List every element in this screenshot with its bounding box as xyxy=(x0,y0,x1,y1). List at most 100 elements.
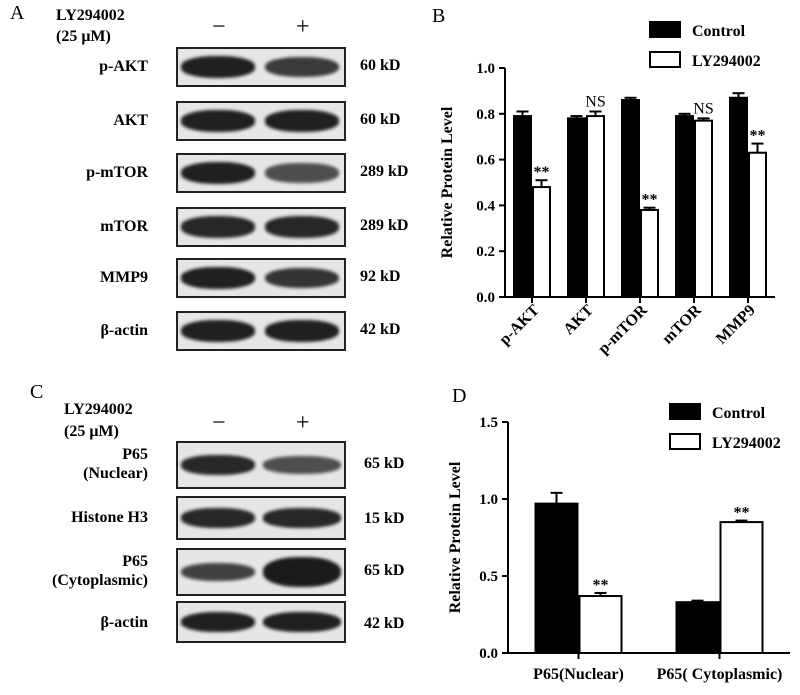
blot-label: p-AKT xyxy=(99,58,148,75)
band-control xyxy=(181,216,255,238)
bar-treated xyxy=(640,208,659,298)
significance-label: ** xyxy=(534,164,550,181)
panel-c-minus-sign: − xyxy=(212,410,226,436)
blot-strip xyxy=(176,47,346,87)
y-tick-label: 0.6 xyxy=(476,153,495,169)
blot-label: MMP9 xyxy=(100,269,148,286)
legend-label: Control xyxy=(712,405,766,422)
legend-swatch xyxy=(649,21,681,38)
y-tick-label: 0.0 xyxy=(476,290,495,306)
bar-control xyxy=(675,601,720,654)
bar-treated xyxy=(748,151,767,298)
molecular-weight: 42 kD xyxy=(360,321,401,338)
band-control xyxy=(181,267,255,289)
bar-control xyxy=(675,115,694,298)
band-control xyxy=(181,562,255,582)
blot-strip xyxy=(176,441,346,489)
significance-label: ** xyxy=(734,505,750,522)
blot-strip xyxy=(176,548,346,596)
y-tick-label: 1.0 xyxy=(479,492,498,508)
blot-strip xyxy=(176,311,346,351)
bar-treated xyxy=(719,521,764,654)
band-control xyxy=(181,508,255,528)
bar-control xyxy=(534,502,579,655)
band-control xyxy=(181,56,255,78)
molecular-weight: 92 kD xyxy=(360,268,401,285)
blot-label: AKT xyxy=(113,112,148,129)
y-tick-label: 0.2 xyxy=(476,244,495,260)
band-treated xyxy=(263,612,341,632)
blot-label: Histone H3 xyxy=(71,509,148,526)
x-category-label: AKT xyxy=(560,302,597,339)
band-treated xyxy=(263,508,341,528)
x-category-label: mTOR xyxy=(659,301,705,347)
panel-c-plus-sign: + xyxy=(296,410,310,436)
blot-label-sub: (Nuclear) xyxy=(83,465,148,482)
y-tick-label: 1.5 xyxy=(479,415,498,431)
molecular-weight: 60 kD xyxy=(360,111,401,128)
x-category-label: P65( Cytoplasmic) xyxy=(657,666,783,683)
panel-letter-d: D xyxy=(452,385,467,407)
band-control xyxy=(181,455,255,475)
y-axis-label: Relative Protein Level xyxy=(447,461,464,613)
y-tick-label: 0.5 xyxy=(479,569,498,585)
x-category-label: MMP9 xyxy=(713,302,759,348)
bar-control xyxy=(513,115,532,298)
bar-control xyxy=(729,96,748,298)
molecular-weight: 289 kD xyxy=(360,217,409,234)
molecular-weight: 15 kD xyxy=(364,510,405,527)
blot-strip xyxy=(176,101,346,141)
legend-swatch xyxy=(649,51,681,68)
band-control xyxy=(181,320,255,342)
blot-label: P65 xyxy=(122,446,148,463)
blot-label-sub: (Cytoplasmic) xyxy=(52,572,148,589)
x-category-label: P65(Nuclear) xyxy=(533,666,624,683)
band-treated xyxy=(265,267,339,289)
band-treated xyxy=(263,557,341,587)
significance-label: ** xyxy=(642,192,658,209)
band-treated xyxy=(265,56,339,78)
panel-a-treatment-dose: (25 μM) xyxy=(56,28,111,45)
bar-treated xyxy=(586,115,605,298)
band-control xyxy=(181,612,255,632)
blot-strip xyxy=(176,258,346,298)
molecular-weight: 42 kD xyxy=(364,615,405,632)
band-treated xyxy=(263,456,341,474)
x-category-label: p-mTOR xyxy=(595,301,651,357)
molecular-weight: 60 kD xyxy=(360,57,401,74)
legend-label: Control xyxy=(692,23,746,40)
molecular-weight: 289 kD xyxy=(360,163,409,180)
band-treated xyxy=(265,320,339,342)
bar-treated xyxy=(578,595,623,655)
blot-label: P65 xyxy=(122,553,148,570)
y-tick-label: 0.0 xyxy=(479,646,498,662)
blot-strip xyxy=(176,496,346,540)
panel-letter-c: C xyxy=(30,381,44,403)
blot-label: p-mTOR xyxy=(86,164,148,181)
panel-c-treatment-dose: (25 μM) xyxy=(64,423,119,440)
y-tick-label: 0.4 xyxy=(476,198,495,214)
legend-label: LY294002 xyxy=(712,435,781,452)
bar-chart-b: 0.0 0.2 0.4 0.6 0.8 1.0 Relative Protein Level… xyxy=(439,21,775,358)
significance-label: NS xyxy=(693,100,713,117)
bar-chart-d: 0.0 0.5 1.0 1.5 Relative Protein Level ** P65(… xyxy=(447,403,790,683)
legend-label: LY294002 xyxy=(692,53,761,70)
blot-strip xyxy=(176,153,346,193)
blot-label: β-actin xyxy=(100,322,148,339)
panel-letter-b: B xyxy=(432,5,446,27)
x-category-label: p-AKT xyxy=(496,302,543,349)
significance-label: ** xyxy=(750,128,766,145)
blot-label: mTOR xyxy=(100,218,148,235)
significance-label: NS xyxy=(585,94,605,111)
band-treated xyxy=(265,216,339,238)
panel-c-treatment-name: LY294002 xyxy=(64,401,133,418)
significance-label: ** xyxy=(593,577,609,594)
panel-a-plus-sign: + xyxy=(296,14,310,40)
y-axis-label: Relative Protein Level xyxy=(439,106,456,258)
y-tick-label: 0.8 xyxy=(476,107,495,123)
panel-letter-a: A xyxy=(10,2,25,24)
bar-treated xyxy=(694,119,713,298)
bar-control xyxy=(567,117,586,298)
molecular-weight: 65 kD xyxy=(364,455,405,472)
blot-strip xyxy=(176,207,346,247)
